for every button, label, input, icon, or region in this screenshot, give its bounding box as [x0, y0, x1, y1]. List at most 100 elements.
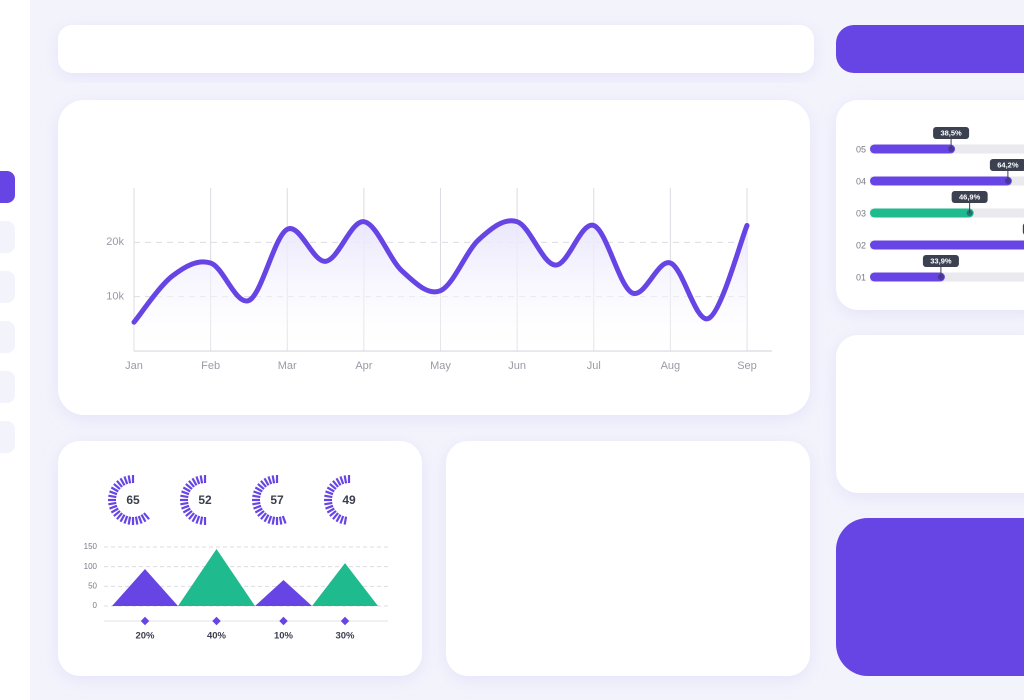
- sidebar-item[interactable]: [0, 371, 15, 403]
- gauge-tick: [108, 494, 117, 499]
- bar: [870, 208, 974, 218]
- y-tick-label: 10k: [106, 291, 124, 303]
- y-tick-label: 04: [856, 176, 866, 186]
- gauge-tick: [119, 514, 126, 523]
- y-tick-label: 20k: [106, 236, 124, 248]
- x-tick-label: Jan: [125, 360, 143, 372]
- gauge: [180, 475, 207, 525]
- sidebar-item[interactable]: [0, 421, 15, 453]
- gauge-tick: [180, 494, 189, 499]
- line-area: [134, 220, 747, 351]
- gauge-tick: [326, 486, 335, 493]
- y-tick-label: 03: [856, 208, 866, 218]
- x-tick-label: Mar: [278, 360, 297, 372]
- sidebar-item[interactable]: [0, 221, 15, 253]
- gauge-tick: [108, 501, 117, 506]
- value-label: 64,2%: [997, 160, 1019, 169]
- gauge: [252, 475, 287, 525]
- bar: [870, 272, 945, 282]
- line: [131, 218, 750, 325]
- gauge: [324, 475, 351, 525]
- gauge-tick: [110, 507, 119, 514]
- gauge-tick: [109, 490, 118, 496]
- purple-card: [836, 518, 1024, 676]
- x-tick-label: Aug: [661, 360, 681, 372]
- gauge-value: 52: [198, 493, 212, 507]
- diamond: [279, 616, 288, 626]
- gauge-tick: [181, 490, 190, 496]
- gauge-card: [58, 441, 422, 676]
- gauge-tick: [252, 494, 261, 499]
- gauge-tick: [110, 486, 119, 493]
- percent-label: 10%: [274, 631, 294, 642]
- gauge-tick: [278, 516, 283, 525]
- gauge-tick: [257, 510, 265, 517]
- gauge-value: 65: [126, 493, 140, 507]
- top-button[interactable]: [836, 25, 1024, 73]
- tooltip: [933, 127, 970, 139]
- gauge-tick: [191, 514, 198, 523]
- gauge-tick: [326, 507, 335, 514]
- triangle: [112, 569, 178, 606]
- gauge-tick: [195, 476, 201, 485]
- percent-label: 40%: [207, 631, 227, 642]
- diamond: [340, 616, 350, 626]
- gauge-tick: [329, 483, 337, 490]
- gauge-tick: [254, 486, 263, 493]
- gauge-tick: [127, 475, 132, 484]
- empty-card: [836, 335, 1024, 493]
- gauge-tick: [260, 480, 267, 488]
- sidebar-item[interactable]: [0, 271, 15, 303]
- gauge-tick: [113, 483, 121, 490]
- gauge-tick: [339, 476, 345, 485]
- gauge-tick: [182, 507, 191, 514]
- gauge-tick: [199, 516, 204, 525]
- gauge-tick: [116, 512, 123, 520]
- gauge-tick: [332, 512, 339, 520]
- gauge-tick: [109, 504, 118, 510]
- gauge-tick: [143, 512, 150, 520]
- x-tick-label: Feb: [201, 360, 220, 372]
- triangle: [255, 580, 312, 606]
- gauge-tick: [181, 504, 190, 510]
- value-label: 33,9%: [930, 256, 952, 265]
- gauge-tick: [116, 480, 123, 488]
- y-tick-label: 02: [856, 240, 866, 250]
- percent-label: 20%: [135, 631, 155, 642]
- bar-track: [870, 272, 1024, 282]
- tooltip: [951, 191, 988, 203]
- y-tick-label: 50: [88, 581, 97, 590]
- gauge-tick: [199, 475, 204, 484]
- x-tick-label: Apr: [355, 360, 372, 372]
- gauge-tick: [325, 504, 334, 510]
- gauge-tick: [119, 477, 126, 486]
- gauge-tick: [263, 514, 270, 523]
- gauge-tick: [343, 516, 348, 525]
- empty-card: [446, 441, 810, 676]
- percent-label: 30%: [335, 631, 355, 642]
- gauge-tick: [257, 483, 265, 490]
- y-tick-label: 05: [856, 144, 866, 154]
- search-bar[interactable]: [58, 25, 814, 73]
- gauge-tick: [252, 501, 261, 506]
- gauge-tick: [267, 476, 273, 485]
- x-tick-label: Jun: [508, 360, 526, 372]
- gauge-tick: [113, 510, 121, 517]
- y-tick-label: 01: [856, 272, 866, 282]
- gauge-tick: [137, 515, 143, 524]
- gauge-tick: [335, 514, 342, 523]
- sidebar-active-item[interactable]: [0, 171, 15, 203]
- gauge-tick: [343, 475, 348, 484]
- gauge-tick: [324, 494, 333, 499]
- gauge-tick: [191, 477, 198, 486]
- y-tick-label: 100: [84, 562, 98, 571]
- gauge-tick: [195, 515, 201, 524]
- x-tick-label: Jul: [587, 360, 601, 372]
- y-tick-label: 0: [93, 601, 98, 610]
- sidebar-item[interactable]: [0, 321, 15, 353]
- gauge-tick: [260, 512, 267, 520]
- bar: [870, 144, 956, 154]
- gauge-tick: [185, 510, 193, 517]
